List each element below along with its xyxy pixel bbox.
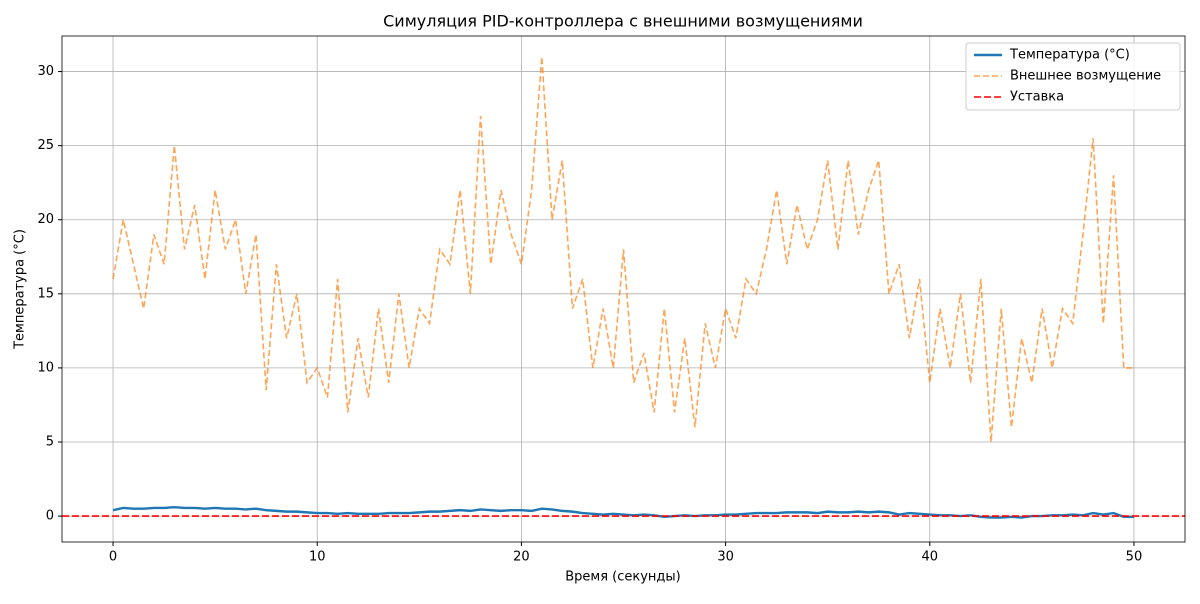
x-tick-label: 40 — [921, 550, 938, 565]
x-axis-label: Время (секунды) — [565, 570, 681, 585]
y-tick-label: 20 — [37, 212, 54, 227]
legend-label: Температура (°C) — [1009, 48, 1130, 63]
legend-label: Уставка — [1010, 90, 1064, 105]
y-tick-label: 0 — [46, 509, 54, 524]
y-tick-label: 5 — [46, 434, 54, 449]
legend-label: Внешнее возмущение — [1010, 69, 1161, 84]
legend-box — [965, 42, 1181, 111]
legend: Температура (°C) Внешнее возмущение Уставк… — [965, 42, 1181, 111]
y-tick-label: 15 — [37, 286, 54, 301]
chart-title: Симуляция PID-контроллера с внешними воз… — [383, 12, 863, 31]
x-tick-label: 50 — [1126, 550, 1143, 565]
x-tick-label: 20 — [513, 550, 530, 565]
y-tick-label: 10 — [37, 360, 54, 375]
x-tick-label: 30 — [717, 550, 734, 565]
y-tick-label: 30 — [37, 64, 54, 79]
y-tick-label: 25 — [37, 138, 54, 153]
x-tick-label: 10 — [309, 550, 326, 565]
x-tick-label: 0 — [109, 550, 117, 565]
series-line — [112, 56, 1134, 443]
y-axis-label: Температура (°C) — [13, 229, 28, 350]
plot-frame — [61, 35, 1186, 543]
